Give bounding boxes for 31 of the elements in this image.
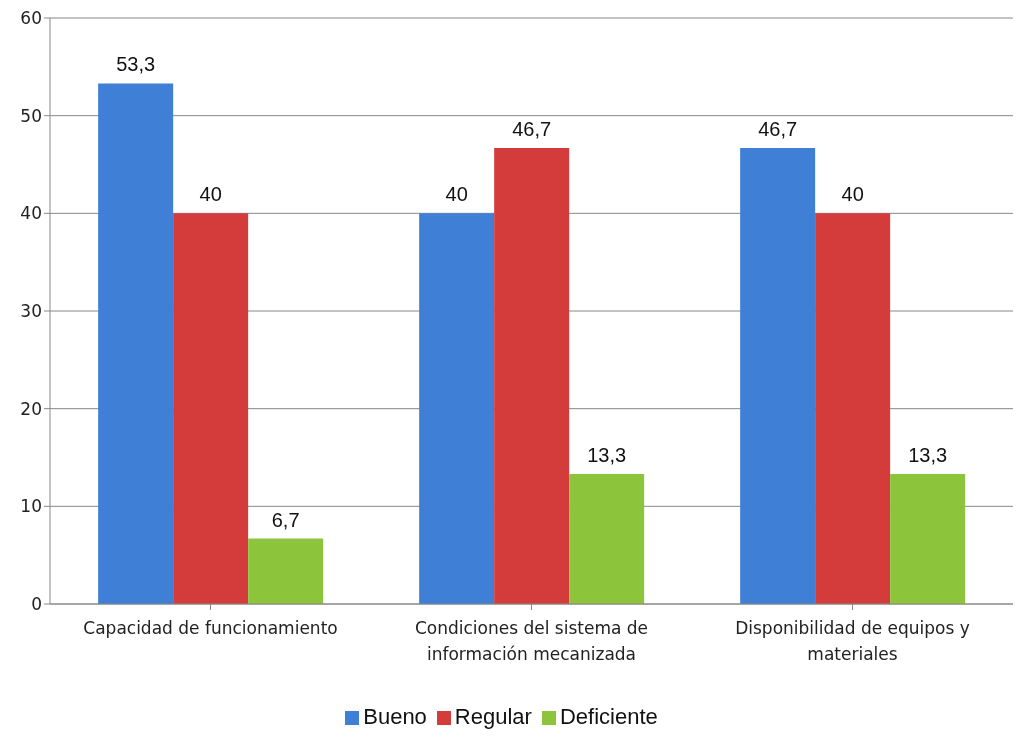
y-tick-label: 40 bbox=[20, 203, 42, 224]
data-label: 40 bbox=[199, 183, 222, 206]
bar bbox=[173, 213, 249, 604]
legend-label: Bueno bbox=[363, 704, 427, 729]
bar bbox=[419, 213, 495, 604]
data-label: 46,7 bbox=[512, 117, 552, 140]
data-label: 53,3 bbox=[116, 53, 156, 76]
bar bbox=[248, 538, 324, 604]
legend-label: Deficiente bbox=[559, 704, 658, 729]
bar bbox=[815, 213, 891, 604]
x-tick-label: Capacidad de funcionamiento bbox=[83, 618, 338, 638]
y-tick-label: 50 bbox=[20, 105, 42, 126]
data-label: 6,7 bbox=[271, 508, 300, 531]
bar bbox=[98, 83, 174, 604]
y-tick-label: 0 bbox=[31, 594, 42, 615]
legend-label: Regular bbox=[454, 704, 532, 729]
bar bbox=[740, 147, 816, 604]
data-label: 13,3 bbox=[908, 444, 948, 467]
bar bbox=[569, 474, 645, 604]
x-tick-label: Disponibilidad de equipos y materiales bbox=[735, 618, 970, 664]
y-tick-label: 60 bbox=[20, 8, 42, 29]
data-label: 46,7 bbox=[758, 117, 798, 140]
y-tick-label: 30 bbox=[20, 301, 42, 322]
bar bbox=[890, 474, 966, 604]
data-label: 40 bbox=[445, 183, 468, 206]
y-tick-label: 20 bbox=[20, 398, 42, 419]
bar bbox=[494, 147, 570, 604]
data-label: 40 bbox=[841, 183, 864, 206]
y-tick-label: 10 bbox=[20, 496, 42, 517]
x-tick-label: Condiciones del sistema de información mecanizada bbox=[414, 618, 649, 664]
data-label: 13,3 bbox=[587, 444, 627, 467]
